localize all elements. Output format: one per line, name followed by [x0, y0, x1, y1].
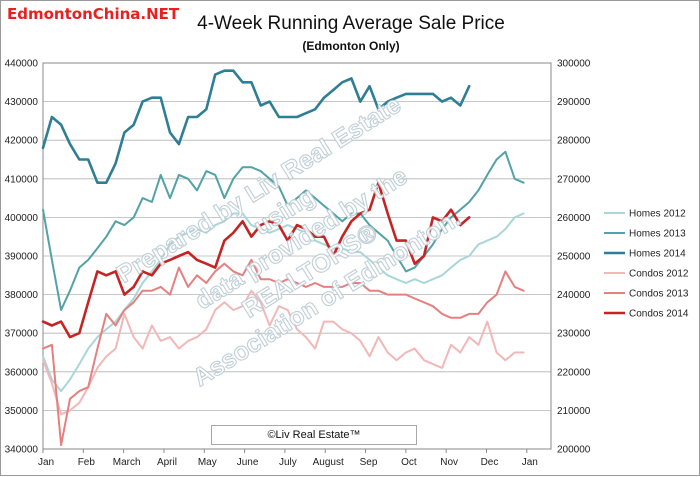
- right-tick-label: 260000: [557, 213, 591, 224]
- left-tick-label: 370000: [5, 329, 39, 340]
- x-tick-label: June: [237, 457, 259, 468]
- chart-subtitle: (Edmonton Only): [302, 39, 400, 53]
- x-tick-label: August: [313, 457, 344, 468]
- credit-box: ©Liv Real Estate™: [211, 425, 417, 445]
- x-tick-label: Oct: [401, 457, 417, 468]
- left-axis: 340000 350000 360000 370000 380000 390000 4000…: [5, 59, 39, 456]
- right-tick-label: 220000: [557, 367, 591, 378]
- series-lines: [41, 69, 525, 447]
- left-tick-label: 440000: [5, 59, 39, 70]
- right-tick-label: 230000: [557, 329, 591, 340]
- x-tick-label: March: [113, 457, 141, 468]
- left-tick-label: 410000: [5, 174, 39, 185]
- series-line-homes-2014: [41, 69, 471, 184]
- series-line-condos-2014: [41, 181, 471, 339]
- x-tick-label: May: [198, 457, 217, 468]
- legend-label: Homes 2014: [629, 249, 686, 260]
- legend-label: Condos 2014: [629, 309, 689, 320]
- right-tick-label: 210000: [557, 406, 591, 417]
- right-tick-label: 290000: [557, 97, 591, 108]
- x-tick-label: Nov: [440, 457, 458, 468]
- left-tick-label: 380000: [5, 290, 39, 301]
- legend-label: Homes 2012: [629, 209, 686, 220]
- chart-title: 4-Week Running Average Sale Price: [197, 13, 505, 34]
- left-tick-label: 350000: [5, 406, 39, 417]
- left-tick-label: 340000: [5, 445, 39, 456]
- legend: Homes 2012 Homes 2013 Homes 2014 Condos 201…: [604, 209, 689, 320]
- x-axis: Jan Feb March April May June July August Sep Oct N…: [38, 449, 538, 468]
- right-tick-label: 280000: [557, 136, 591, 147]
- x-tick-label: July: [279, 457, 297, 468]
- x-tick-label: Sep: [360, 457, 378, 468]
- left-tick-label: 400000: [5, 213, 39, 224]
- left-tick-label: 430000: [5, 97, 39, 108]
- right-tick-label: 200000: [557, 445, 591, 456]
- right-tick-label: 240000: [557, 290, 591, 301]
- right-axis: 200000 210000 220000 230000 240000 250000 2600…: [557, 59, 591, 456]
- x-tick-label: Feb: [78, 457, 96, 468]
- plot-area-border: [42, 62, 552, 450]
- right-tick-label: 300000: [557, 59, 591, 70]
- left-tick-label: 360000: [5, 367, 39, 378]
- legend-label: Condos 2012: [629, 269, 689, 280]
- left-tick-label: 390000: [5, 252, 39, 263]
- left-tick-label: 420000: [5, 136, 39, 147]
- right-tick-label: 270000: [557, 174, 591, 185]
- x-tick-label: April: [157, 457, 177, 468]
- legend-label: Homes 2013: [629, 229, 686, 240]
- right-tick-label: 250000: [557, 252, 591, 263]
- x-tick-label: Dec: [481, 457, 499, 468]
- watermark: Prepared by Liv Real Estate using data p…: [111, 90, 466, 393]
- x-tick-label: Jan: [38, 457, 54, 468]
- x-tick-label: Jan: [522, 457, 538, 468]
- series-line-condos-2012: [42, 289, 525, 416]
- series-line-condos-2013: [42, 258, 525, 447]
- series-line-homes-2013: [42, 150, 525, 311]
- brand-logo: EdmontonChina.NET: [7, 5, 180, 23]
- legend-label: Condos 2013: [629, 289, 689, 300]
